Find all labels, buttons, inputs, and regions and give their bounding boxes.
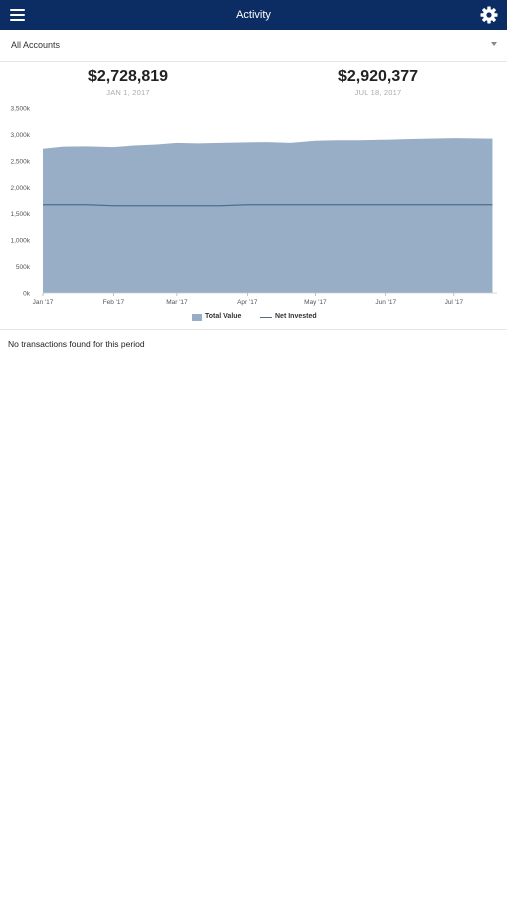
activity-chart: 0k 500k 1,000k 1,500k 2,000k 2,500k 3,000k 3,50… [10,106,497,306]
total-value-area [43,138,493,293]
chart-legend: Total Value Net Invested [0,313,507,323]
x-tick-label: Jul '17 [445,299,464,306]
x-tick-label: Mar '17 [166,299,188,306]
y-tick-label: 2,500k [10,158,30,165]
empty-transactions-message: No transactions found for this period [8,339,145,349]
legend-total-value: Total Value [205,313,242,320]
legend-net-invested: Net Invested [275,313,317,320]
gear-icon[interactable] [479,5,499,25]
chevron-down-icon [491,42,497,46]
net-invested-line [43,204,493,207]
x-tick-label: Feb '17 [103,299,125,306]
y-tick-label: 2,000k [10,185,30,192]
start-date: JAN 1, 2017 [106,88,150,97]
divider [0,329,507,330]
y-tick-label: 3,000k [10,132,30,139]
end-value: $2,920,377 [337,68,419,85]
start-value-summary: $2,728,819 JAN 1, 2017 [28,68,228,97]
y-tick-label: 1,000k [10,238,30,245]
account-selector[interactable]: All Accounts [0,31,507,62]
x-tick-label: May '17 [304,299,327,306]
x-tick-label: Jan '17 [33,299,54,306]
x-tick-label: Jun '17 [375,299,396,306]
y-tick-label: 500k [16,264,31,271]
start-value: $2,728,819 [87,68,169,85]
account-selector-value: All Accounts [11,40,61,50]
hamburger-menu-icon[interactable] [8,6,28,24]
net-invested-swatch [260,317,272,319]
y-tick-label: 0k [23,291,31,298]
y-tick-label: 3,500k [10,106,30,113]
end-value-summary: $2,920,377 JUL 18, 2017 [278,68,478,97]
x-tick-label: Apr '17 [237,299,258,306]
total-value-swatch [192,314,202,321]
page-title: Activity [236,9,271,21]
y-tick-label: 1,500k [10,211,30,218]
top-app-bar: Activity [0,0,507,30]
end-date: JUL 18, 2017 [354,88,402,97]
